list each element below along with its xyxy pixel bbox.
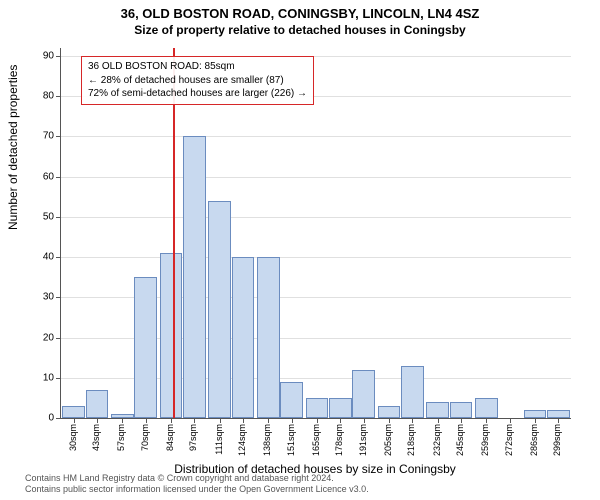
xtick-label: 299sqm — [552, 424, 562, 456]
histogram-bar — [183, 136, 206, 418]
ytick-mark — [56, 217, 61, 218]
xtick-label: 218sqm — [406, 424, 416, 456]
xtick-mark — [122, 418, 123, 423]
xtick-label: 57sqm — [116, 424, 126, 451]
histogram-bar — [208, 201, 231, 418]
ytick-mark — [56, 96, 61, 97]
xtick-mark — [292, 418, 293, 423]
xtick-label: 286sqm — [529, 424, 539, 456]
ytick-mark — [56, 177, 61, 178]
xtick-mark — [74, 418, 75, 423]
xtick-mark — [438, 418, 439, 423]
histogram-bar — [280, 382, 303, 418]
annotation-box: 36 OLD BOSTON ROAD: 85sqm← 28% of detach… — [81, 56, 314, 105]
xtick-mark — [146, 418, 147, 423]
histogram-bar — [232, 257, 255, 418]
histogram-bar — [475, 398, 498, 418]
histogram-bar — [352, 370, 375, 418]
ytick-mark — [56, 257, 61, 258]
xtick-mark — [243, 418, 244, 423]
xtick-label: 138sqm — [262, 424, 272, 456]
ytick-label: 0 — [30, 413, 54, 424]
ytick-mark — [56, 297, 61, 298]
gridline — [61, 177, 571, 178]
xtick-mark — [194, 418, 195, 423]
xtick-label: 178sqm — [334, 424, 344, 456]
ytick-label: 70 — [30, 131, 54, 142]
ytick-mark — [56, 56, 61, 57]
ytick-label: 30 — [30, 292, 54, 303]
xtick-mark — [364, 418, 365, 423]
xtick-mark — [317, 418, 318, 423]
annotation-line: 36 OLD BOSTON ROAD: 85sqm — [88, 60, 307, 74]
histogram-bar — [401, 366, 424, 418]
xtick-label: 151sqm — [286, 424, 296, 456]
ytick-label: 50 — [30, 211, 54, 222]
ytick-label: 20 — [30, 332, 54, 343]
ytick-mark — [56, 136, 61, 137]
xtick-label: 97sqm — [188, 424, 198, 451]
xtick-label: 245sqm — [455, 424, 465, 456]
xtick-label: 191sqm — [358, 424, 368, 456]
histogram-bar — [160, 253, 183, 418]
plot-area: 36 OLD BOSTON ROAD: 85sqm← 28% of detach… — [60, 48, 571, 419]
xtick-label: 272sqm — [504, 424, 514, 456]
xtick-mark — [268, 418, 269, 423]
xtick-label: 70sqm — [140, 424, 150, 451]
footer-line-2: Contains public sector information licen… — [25, 484, 369, 496]
footer-line-1: Contains HM Land Registry data © Crown c… — [25, 473, 369, 485]
histogram-bar — [86, 390, 109, 418]
attribution-footer: Contains HM Land Registry data © Crown c… — [25, 473, 369, 496]
ytick-label: 40 — [30, 252, 54, 263]
xtick-mark — [510, 418, 511, 423]
histogram-bar — [257, 257, 280, 418]
gridline — [61, 217, 571, 218]
chart-container: { "titles": { "line1": "36, OLD BOSTON R… — [0, 0, 600, 500]
xtick-label: 124sqm — [237, 424, 247, 456]
ytick-mark — [56, 338, 61, 339]
ytick-label: 80 — [30, 91, 54, 102]
xtick-label: 165sqm — [311, 424, 321, 456]
gridline — [61, 257, 571, 258]
ytick-mark — [56, 378, 61, 379]
xtick-mark — [461, 418, 462, 423]
xtick-mark — [486, 418, 487, 423]
annotation-line: ← 28% of detached houses are smaller (87… — [88, 74, 307, 88]
histogram-bar — [134, 277, 157, 418]
xtick-mark — [97, 418, 98, 423]
histogram-bar — [62, 406, 85, 418]
histogram-bar — [547, 410, 570, 418]
xtick-mark — [412, 418, 413, 423]
gridline — [61, 136, 571, 137]
xtick-label: 259sqm — [480, 424, 490, 456]
ytick-label: 90 — [30, 51, 54, 62]
ytick-mark — [56, 418, 61, 419]
ytick-label: 60 — [30, 171, 54, 182]
xtick-mark — [340, 418, 341, 423]
xtick-label: 43sqm — [91, 424, 101, 451]
xtick-mark — [220, 418, 221, 423]
xtick-label: 84sqm — [165, 424, 175, 451]
chart-title-address: 36, OLD BOSTON ROAD, CONINGSBY, LINCOLN,… — [0, 6, 600, 21]
xtick-mark — [389, 418, 390, 423]
histogram-bar — [426, 402, 449, 418]
chart-subtitle: Size of property relative to detached ho… — [0, 23, 600, 37]
annotation-line: 72% of semi-detached houses are larger (… — [88, 87, 307, 101]
histogram-bar — [450, 402, 473, 418]
xtick-label: 232sqm — [432, 424, 442, 456]
xtick-mark — [171, 418, 172, 423]
histogram-bar — [378, 406, 401, 418]
y-axis-label: Number of detached properties — [6, 65, 20, 230]
ytick-label: 10 — [30, 372, 54, 383]
xtick-label: 205sqm — [383, 424, 393, 456]
histogram-bar — [524, 410, 547, 418]
xtick-label: 111sqm — [214, 424, 224, 455]
xtick-mark — [558, 418, 559, 423]
histogram-bar — [329, 398, 352, 418]
histogram-bar — [306, 398, 329, 418]
xtick-label: 30sqm — [68, 424, 78, 451]
xtick-mark — [535, 418, 536, 423]
